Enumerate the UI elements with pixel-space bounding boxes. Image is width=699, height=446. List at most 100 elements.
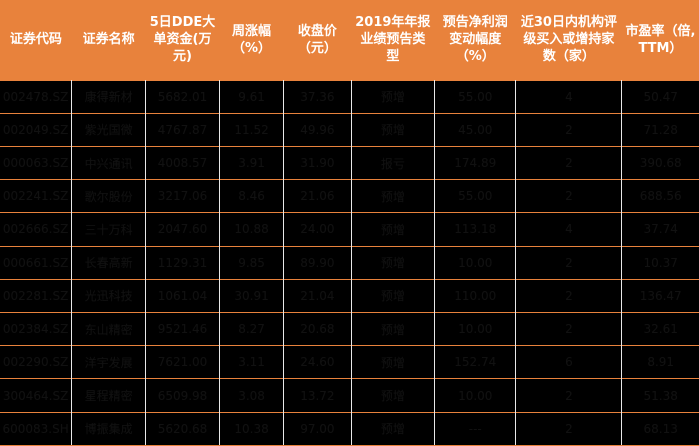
cell-pe: 32.61 — [621, 312, 699, 346]
cell-code: 002478.SZ — [0, 79, 73, 114]
cell-ratings: 2 — [515, 411, 623, 446]
cell-code: 300464.SZ — [0, 378, 73, 413]
cell-profit_chg: 113.18 — [434, 212, 517, 247]
cell-name: 三十万科 — [71, 212, 147, 247]
cell-dde: 1061.04 — [145, 278, 220, 313]
table-row[interactable]: 300464.SZ 星程精密 6509.98 3.08 13.72 预增 10.00 2 51.… — [0, 378, 699, 413]
cell-forecast: 预增 — [351, 411, 436, 446]
cell-close: 20.68 — [283, 312, 352, 346]
cell-close: 49.96 — [283, 112, 352, 147]
column-header-pe[interactable]: 市盈率（倍,TTM） — [621, 0, 699, 80]
cell-pe: 390.68 — [621, 145, 699, 180]
table-row[interactable]: 002281.SZ 光迅科技 1061.04 30.91 21.04 预增 110.00 2 1… — [0, 278, 699, 313]
header-row: 证券代码 证券名称 5日DDE大单资金(万元) 周涨幅（%） 收盘价（元） 20… — [0, 0, 699, 80]
cell-ratings: 2 — [515, 278, 623, 313]
cell-forecast: 报亏 — [351, 145, 436, 180]
cell-dde: 9521.46 — [145, 312, 220, 346]
cell-dde: 5620.68 — [145, 411, 220, 446]
cell-forecast: 预增 — [351, 312, 436, 346]
cell-week_chg: 10.88 — [219, 212, 285, 247]
cell-dde: 7621.00 — [145, 345, 220, 379]
cell-pe: 68.13 — [621, 411, 699, 446]
table-row[interactable]: 002241.SZ 歌尔股份 3217.06 8.46 21.06 预增 55.00 2 688… — [0, 179, 699, 213]
cell-profit_chg: 174.89 — [434, 145, 517, 180]
cell-code: 600083.SH — [0, 411, 73, 446]
column-header-dde[interactable]: 5日DDE大单资金(万元) — [145, 0, 220, 80]
cell-pe: 51.38 — [621, 378, 699, 413]
cell-close: 24.60 — [283, 345, 352, 379]
cell-name: 康得新材 — [71, 79, 147, 114]
table-row[interactable]: 600083.SH 博振集成 5620.68 10.38 97.00 预增 --- 2 68.1… — [0, 411, 699, 446]
cell-close: 21.04 — [283, 278, 352, 313]
cell-profit_chg: 10.00 — [434, 312, 517, 346]
table-row[interactable]: 002478.SZ 康得新材 5682.01 9.61 37.36 预增 55.00 4 50.… — [0, 79, 699, 114]
cell-week_chg: 30.91 — [219, 278, 285, 313]
cell-code: 000661.SZ — [0, 245, 73, 280]
cell-pe: 71.28 — [621, 112, 699, 147]
cell-week_chg: 3.91 — [219, 145, 285, 180]
cell-profit_chg: --- — [434, 411, 517, 446]
cell-close: 89.90 — [283, 245, 352, 280]
column-header-ratings[interactable]: 近30日内机构评级买入或增持家数（家） — [515, 0, 622, 80]
column-header-profit-chg[interactable]: 预告净利润变动幅度（%） — [434, 0, 516, 80]
cell-forecast: 预增 — [351, 345, 436, 379]
cell-code: 002049.SZ — [0, 112, 73, 147]
cell-ratings: 4 — [515, 79, 623, 114]
cell-forecast: 预增 — [351, 212, 436, 247]
column-header-week-chg[interactable]: 周涨幅（%） — [219, 0, 284, 80]
cell-profit_chg: 110.00 — [434, 278, 517, 313]
cell-close: 37.36 — [283, 79, 352, 114]
cell-forecast: 预增 — [351, 79, 436, 114]
table-row[interactable]: 002384.SZ 东山精密 9521.46 8.27 20.68 预增 10.00 2 32.… — [0, 312, 699, 346]
table-row[interactable]: 000063.SZ 中兴通讯 4008.57 3.91 31.90 报亏 174.89 2 39… — [0, 145, 699, 180]
cell-ratings: 2 — [515, 179, 623, 213]
cell-code: 002384.SZ — [0, 312, 73, 346]
cell-name: 光迅科技 — [71, 278, 147, 313]
column-header-close[interactable]: 收盘价（元） — [283, 0, 352, 80]
cell-profit_chg: 45.00 — [434, 112, 517, 147]
cell-ratings: 2 — [515, 112, 623, 147]
table-row[interactable]: 002049.SZ 紫光国微 4767.87 11.52 49.96 预增 45.00 2 71… — [0, 112, 699, 147]
cell-week_chg: 3.11 — [219, 345, 285, 379]
cell-pe: 136.47 — [621, 278, 699, 313]
cell-name: 博振集成 — [71, 411, 147, 446]
cell-dde: 5682.01 — [145, 79, 220, 114]
table-row[interactable]: 002666.SZ 三十万科 2047.60 10.88 24.00 预增 113.18 4 3… — [0, 212, 699, 247]
cell-ratings: 2 — [515, 378, 623, 413]
cell-name: 长春高新 — [71, 245, 147, 280]
cell-week_chg: 11.52 — [219, 112, 285, 147]
cell-pe: 688.56 — [621, 179, 699, 213]
cell-pe: 10.37 — [621, 245, 699, 280]
cell-ratings: 2 — [515, 245, 623, 280]
cell-ratings: 6 — [515, 345, 623, 379]
table-row[interactable]: 002290.SZ 洋宇发展 7621.00 3.11 24.60 预增 152.74 6 8.… — [0, 345, 699, 379]
cell-week_chg: 8.46 — [219, 179, 285, 213]
cell-week_chg: 3.08 — [219, 378, 285, 413]
cell-week_chg: 8.27 — [219, 312, 285, 346]
cell-name: 紫光国微 — [71, 112, 147, 147]
cell-week_chg: 9.85 — [219, 245, 285, 280]
cell-close: 21.06 — [283, 179, 352, 213]
cell-name: 星程精密 — [71, 378, 147, 413]
column-header-forecast[interactable]: 2019年年报业绩预告类型 — [351, 0, 435, 80]
cell-dde: 4767.87 — [145, 112, 220, 147]
cell-ratings: 2 — [515, 145, 623, 180]
cell-forecast: 预增 — [351, 278, 436, 313]
cell-forecast: 预增 — [351, 378, 436, 413]
cell-forecast: 预增 — [351, 179, 436, 213]
cell-pe: 8.91 — [621, 345, 699, 379]
cell-ratings: 2 — [515, 312, 623, 346]
cell-close: 13.72 — [283, 378, 352, 413]
table-row[interactable]: 000661.SZ 长春高新 1129.31 9.85 89.90 预增 10.00 2 10.… — [0, 245, 699, 280]
column-header-name[interactable]: 证券名称 — [71, 0, 146, 80]
column-header-code[interactable]: 证券代码 — [0, 0, 72, 80]
table-header: 证券代码 证券名称 5日DDE大单资金(万元) 周涨幅（%） 收盘价（元） 20… — [0, 0, 699, 80]
cell-close: 31.90 — [283, 145, 352, 180]
cell-name: 歌尔股份 — [71, 179, 147, 213]
cell-profit_chg: 55.00 — [434, 79, 517, 114]
cell-dde: 6509.98 — [145, 378, 220, 413]
cell-pe: 37.74 — [621, 212, 699, 247]
cell-dde: 3217.06 — [145, 179, 220, 213]
cell-dde: 2047.60 — [145, 212, 220, 247]
